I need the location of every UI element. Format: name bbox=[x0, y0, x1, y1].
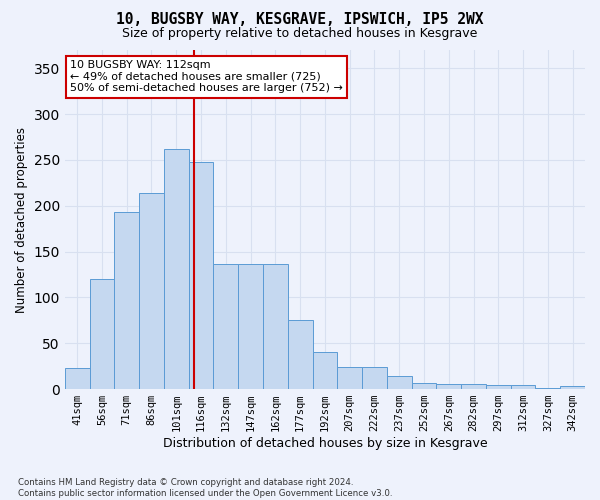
Text: 10, BUGSBY WAY, KESGRAVE, IPSWICH, IP5 2WX: 10, BUGSBY WAY, KESGRAVE, IPSWICH, IP5 2… bbox=[116, 12, 484, 28]
Bar bbox=[461, 384, 486, 389]
Bar bbox=[139, 193, 164, 389]
Bar bbox=[65, 368, 89, 389]
Bar bbox=[387, 376, 412, 389]
Bar bbox=[313, 352, 337, 389]
Bar bbox=[288, 320, 313, 389]
Bar bbox=[214, 264, 238, 389]
Bar bbox=[89, 279, 115, 389]
Bar bbox=[535, 388, 560, 389]
Text: 10 BUGSBY WAY: 112sqm
← 49% of detached houses are smaller (725)
50% of semi-det: 10 BUGSBY WAY: 112sqm ← 49% of detached … bbox=[70, 60, 343, 94]
Bar bbox=[188, 162, 214, 389]
Bar bbox=[238, 264, 263, 389]
Bar bbox=[511, 386, 535, 389]
Bar bbox=[115, 212, 139, 389]
Bar bbox=[436, 384, 461, 389]
Bar bbox=[560, 386, 585, 389]
Text: Size of property relative to detached houses in Kesgrave: Size of property relative to detached ho… bbox=[122, 28, 478, 40]
Y-axis label: Number of detached properties: Number of detached properties bbox=[15, 126, 28, 312]
Bar bbox=[263, 264, 288, 389]
X-axis label: Distribution of detached houses by size in Kesgrave: Distribution of detached houses by size … bbox=[163, 437, 487, 450]
Bar bbox=[486, 386, 511, 389]
Bar bbox=[337, 367, 362, 389]
Text: Contains HM Land Registry data © Crown copyright and database right 2024.
Contai: Contains HM Land Registry data © Crown c… bbox=[18, 478, 392, 498]
Bar bbox=[362, 367, 387, 389]
Bar bbox=[412, 382, 436, 389]
Bar bbox=[164, 149, 188, 389]
